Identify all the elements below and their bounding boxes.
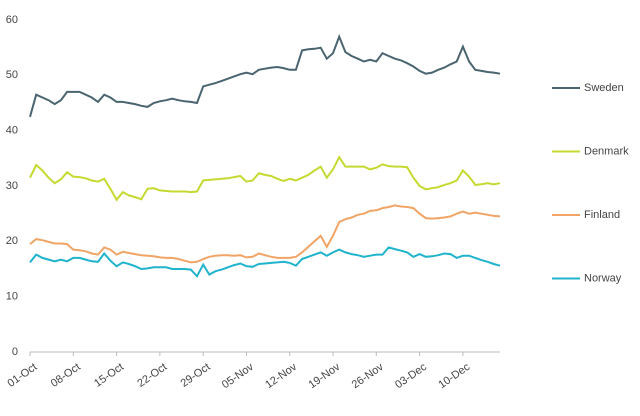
x-tick-label: 10-Dec (436, 361, 472, 391)
legend-label: Norway (584, 272, 622, 284)
x-tick-label: 19-Nov (306, 361, 342, 391)
series-line (29, 155, 501, 202)
y-tick-label: 50 (6, 69, 18, 81)
x-tick-label: 01-Oct (5, 361, 39, 390)
series-line (29, 204, 501, 264)
legend-label: Finland (584, 209, 620, 221)
x-tick-label: 22-Oct (135, 361, 169, 390)
legend-label: Denmark (584, 145, 629, 157)
x-tick-label: 12-Nov (263, 361, 299, 391)
y-tick-label: 30 (6, 180, 18, 192)
y-tick-label: 20 (6, 235, 18, 247)
x-tick-label: 29-Oct (179, 361, 213, 390)
y-tick-label: 60 (6, 14, 18, 26)
y-tick-label: 40 (6, 125, 18, 137)
x-tick-label: 05-Nov (220, 361, 256, 391)
x-tick-label: 15-Oct (92, 361, 126, 390)
series-line (29, 246, 501, 278)
y-tick-label: 10 (6, 291, 18, 303)
x-tick-label: 26-Nov (350, 361, 386, 391)
x-tick-label: 03-Dec (393, 361, 429, 391)
legend-label: Sweden (584, 82, 624, 94)
y-tick-label: 0 (12, 346, 18, 358)
series-line (29, 33, 501, 118)
x-tick-label: 08-Oct (49, 361, 83, 390)
